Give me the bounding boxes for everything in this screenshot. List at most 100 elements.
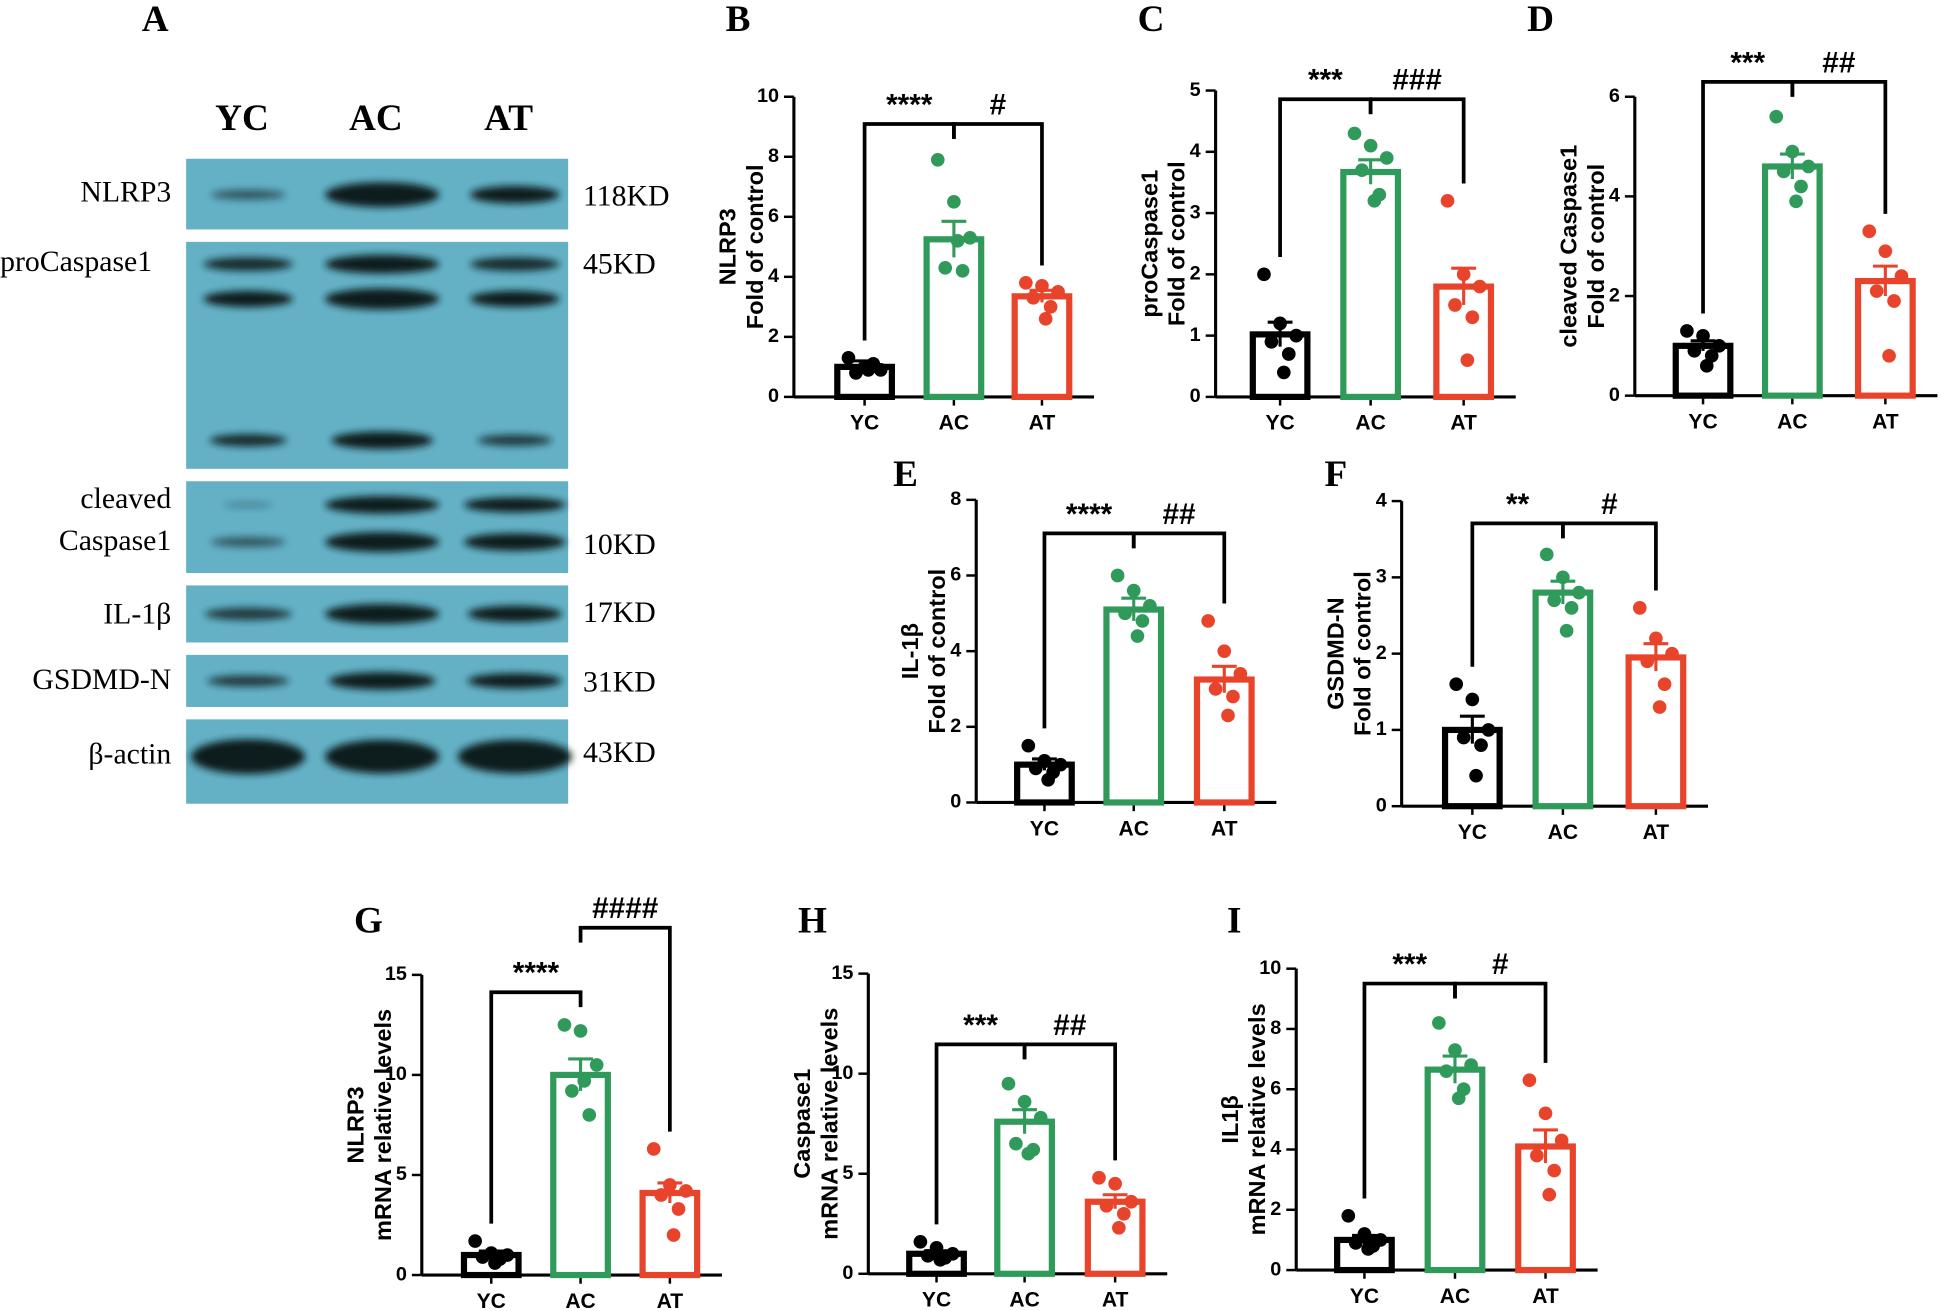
- bar: [1532, 589, 1594, 810]
- error-bar: [1121, 596, 1147, 621]
- x-tick-label: AC: [1355, 412, 1385, 435]
- data-point: [1474, 738, 1488, 752]
- data-point: [1033, 1110, 1048, 1125]
- y-tick-label: 4: [950, 639, 961, 661]
- y-axis-label: mRNA relative levels: [1244, 1003, 1270, 1235]
- data-point: [557, 1018, 572, 1032]
- data-point: [947, 194, 961, 209]
- data-point: [1652, 700, 1667, 714]
- data-point: [1449, 677, 1464, 691]
- size-label: 45KD: [583, 247, 656, 280]
- protein-label: β-actin: [88, 737, 171, 770]
- data-point: [1038, 312, 1053, 326]
- y-tick-label: 8: [1270, 1017, 1281, 1039]
- data-point: [963, 230, 977, 245]
- significance-label: ##: [1053, 1009, 1087, 1042]
- data-point: [1696, 329, 1710, 343]
- data-point: [1028, 761, 1043, 776]
- significance-label: #: [1601, 488, 1618, 521]
- data-point: [1357, 1227, 1372, 1241]
- data-point: [1099, 1198, 1114, 1213]
- panel-label: D: [1527, 0, 1554, 40]
- x-tick-label: AT: [1029, 412, 1056, 435]
- data-point: [1001, 1076, 1016, 1091]
- blot-band: [325, 496, 440, 514]
- blot-band: [209, 434, 287, 447]
- data-point: [1233, 667, 1248, 681]
- y-axis-label: proCaspase1: [1136, 170, 1162, 318]
- x-tick-label: YC: [922, 1289, 951, 1311]
- y-tick-label: 0: [950, 791, 961, 813]
- data-point: [1640, 654, 1655, 669]
- x-tick-label: AT: [1211, 817, 1238, 840]
- blot-band: [470, 186, 560, 204]
- data-point: [1887, 294, 1901, 308]
- protein-label: proCaspase1: [0, 245, 152, 278]
- significance-label: ****: [513, 957, 560, 990]
- error-bar: [1872, 264, 1898, 297]
- bar: [994, 1118, 1055, 1277]
- data-point: [654, 1188, 669, 1202]
- panel-label: H: [798, 901, 827, 942]
- data-point: [1472, 279, 1487, 294]
- panel-label: I: [1227, 901, 1241, 942]
- y-tick-label: 5: [842, 1162, 853, 1184]
- data-point: [1367, 194, 1382, 208]
- blot-band: [191, 739, 306, 774]
- blot-band: [325, 532, 440, 552]
- data-point: [1469, 768, 1483, 783]
- x-tick-label: YC: [1688, 411, 1717, 434]
- y-axis-label: NLRP3: [715, 208, 741, 285]
- significance-label: ***: [1730, 46, 1765, 79]
- blot-band: [210, 189, 286, 200]
- y-axis-label: mRNA relative levels: [370, 1009, 396, 1241]
- significance-bracket: [1368, 97, 1466, 184]
- data-point: [1143, 598, 1157, 613]
- data-point: [1432, 1016, 1446, 1030]
- y-axis-label: mRNA relative levels: [816, 1008, 842, 1240]
- data-point: [1801, 159, 1816, 174]
- data-point: [1776, 164, 1791, 179]
- y-tick-label: 5: [1190, 79, 1201, 101]
- y-tick-label: 0: [396, 1263, 407, 1285]
- blot-band: [325, 182, 440, 208]
- data-point: [1108, 1176, 1122, 1191]
- data-point: [1017, 1094, 1032, 1109]
- data-point: [1559, 623, 1574, 638]
- data-point: [921, 1248, 935, 1263]
- data-point: [468, 1234, 482, 1248]
- y-tick-label: 2: [768, 325, 779, 347]
- y-tick-label: 1: [1376, 718, 1387, 740]
- y-axis-label: GSDMD-N: [1322, 597, 1348, 709]
- lane-label: YC: [215, 98, 269, 139]
- blot-band: [470, 257, 560, 272]
- blot-band: [207, 675, 290, 687]
- data-point: [849, 366, 863, 380]
- data-point: [573, 1024, 588, 1038]
- data-point: [1539, 547, 1554, 562]
- data-point: [1026, 291, 1041, 305]
- significance-bracket: [1790, 79, 1888, 214]
- data-point: [1869, 284, 1884, 298]
- panel-label: G: [354, 901, 383, 942]
- y-tick-label: 2: [950, 715, 961, 737]
- y-axis-label: NLRP3: [343, 1086, 369, 1163]
- x-tick-label: AC: [939, 412, 969, 435]
- data-point: [1712, 339, 1726, 353]
- y-tick-label: 4: [1376, 489, 1387, 511]
- data-point: [1281, 347, 1296, 361]
- y-tick-label: 6: [950, 564, 961, 586]
- blot-band: [457, 739, 572, 774]
- significance-label: #: [990, 89, 1007, 122]
- y-tick-label: 2: [1609, 284, 1620, 306]
- data-point: [950, 233, 965, 248]
- x-tick-label: AC: [1777, 411, 1807, 434]
- data-point: [1862, 224, 1877, 239]
- y-axis-label: IL1β: [1217, 1095, 1243, 1143]
- size-label: 31KD: [583, 665, 656, 698]
- y-tick-label: 0: [842, 1262, 853, 1284]
- data-point: [841, 351, 856, 365]
- significance-label: ***: [1308, 64, 1343, 97]
- error-bar: [1459, 714, 1485, 744]
